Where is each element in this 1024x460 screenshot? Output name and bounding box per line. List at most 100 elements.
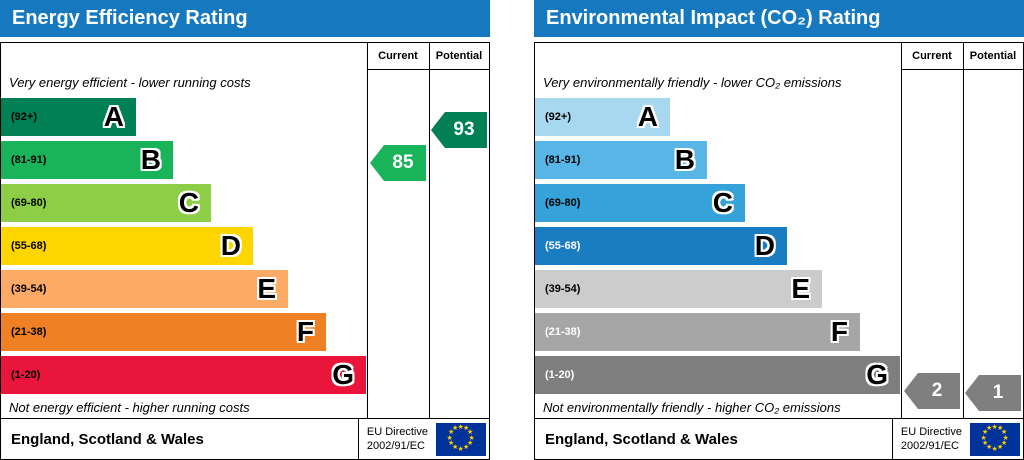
band-bar-b: (81-91) B bbox=[1, 140, 173, 179]
potential-rating-value: 1 bbox=[992, 382, 1004, 403]
environmental-impact-chart: Environmental Impact (CO₂) Rating Curren… bbox=[534, 0, 1024, 460]
band-range-label: (55-68) bbox=[545, 239, 581, 252]
eu-directive-label: EU Directive 2002/91/EC bbox=[891, 419, 970, 459]
column-divider bbox=[367, 43, 368, 418]
chart-title-bar: Energy Efficiency Rating bbox=[0, 0, 490, 37]
band-range-label: (39-54) bbox=[11, 282, 47, 295]
column-header-divider bbox=[901, 69, 1023, 70]
bottom-caption: Not environmentally friendly - higher CO… bbox=[543, 399, 841, 415]
band-bar-g: (1-20) G bbox=[535, 355, 900, 394]
eu-flag-star: ★ bbox=[981, 440, 989, 447]
band-range-label: (69-80) bbox=[11, 196, 47, 209]
column-divider bbox=[963, 43, 964, 418]
eu-flag-star: ★ bbox=[986, 424, 993, 432]
potential-column-header: Potential bbox=[435, 50, 483, 62]
band-bar-c: (69-80) C bbox=[1, 183, 211, 222]
potential-column-header: Potential bbox=[969, 50, 1017, 62]
eu-flag-star: ★ bbox=[467, 429, 474, 436]
chart-footer: England, Scotland & Wales EU Directive 2… bbox=[535, 418, 1023, 459]
current-rating-arrow: 2 bbox=[904, 373, 960, 409]
band-row-b: (81-91) B bbox=[1, 138, 367, 181]
eu-flag-star: ★ bbox=[1002, 434, 1009, 442]
top-caption: Very energy efficient - lower running co… bbox=[9, 74, 251, 90]
band-letter: B bbox=[140, 143, 161, 175]
footer-region: England, Scotland & Wales bbox=[545, 430, 738, 448]
band-row-f: (21-38) F bbox=[1, 310, 367, 353]
eu-flag-star: ★ bbox=[991, 445, 998, 453]
eu-flag-star: ★ bbox=[463, 424, 470, 432]
band-bar-a: (92+) A bbox=[535, 97, 670, 136]
band-row-f: (21-38) F bbox=[535, 310, 901, 353]
eu-directive-line1: EU Directive bbox=[366, 425, 428, 438]
eu-flag-star: ★ bbox=[457, 445, 464, 453]
eu-flag-star: ★ bbox=[981, 429, 989, 436]
bottom-caption: Not energy efficient - higher running co… bbox=[9, 399, 250, 415]
band-bar-e: (39-54) E bbox=[1, 269, 288, 308]
band-bar-d: (55-68) D bbox=[535, 226, 787, 265]
eu-directive-line1: EU Directive bbox=[900, 425, 962, 438]
band-range-label: (1-20) bbox=[11, 368, 41, 381]
potential-rating-arrow: 1 bbox=[965, 375, 1021, 411]
rating-table: Current Potential Very energy efficient … bbox=[0, 42, 490, 460]
eu-flag-star: ★ bbox=[446, 434, 453, 442]
band-bar-c: (69-80) C bbox=[535, 183, 745, 222]
band-letter: F bbox=[296, 315, 314, 347]
chart-footer: England, Scotland & Wales EU Directive 2… bbox=[1, 418, 489, 459]
eu-directive-line2: 2002/91/EC bbox=[900, 440, 959, 452]
band-range-label: (81-91) bbox=[545, 153, 581, 166]
band-letter: F bbox=[830, 315, 848, 347]
band-range-label: (39-54) bbox=[545, 282, 581, 295]
band-range-label: (92+) bbox=[545, 110, 571, 123]
band-range-label: (81-91) bbox=[11, 153, 47, 166]
band-row-a: (92+) A bbox=[1, 95, 367, 138]
eu-flag-star: ★ bbox=[986, 444, 993, 452]
eu-flag-star: ★ bbox=[452, 424, 459, 432]
eu-flag-star: ★ bbox=[468, 434, 475, 442]
column-header-divider bbox=[367, 69, 489, 70]
band-row-e: (39-54) E bbox=[535, 267, 901, 310]
current-rating-value: 85 bbox=[392, 152, 414, 173]
band-bar-g: (1-20) G bbox=[1, 355, 366, 394]
rating-bands: (92+) A (81-91) B (69-80) C (55-68) D (39-54) E (2… bbox=[1, 95, 367, 396]
current-rating-value: 2 bbox=[931, 380, 943, 401]
band-letter: E bbox=[257, 272, 276, 304]
column-divider bbox=[429, 43, 430, 418]
eu-directive-label: EU Directive 2002/91/EC bbox=[357, 419, 436, 459]
eu-flag-star: ★ bbox=[1001, 440, 1008, 447]
rating-table: Current Potential Very environmentally f… bbox=[534, 42, 1024, 460]
band-bar-d: (55-68) D bbox=[1, 226, 253, 265]
band-range-label: (92+) bbox=[11, 110, 37, 123]
band-bar-a: (92+) A bbox=[1, 97, 136, 136]
band-letter: C bbox=[178, 186, 199, 218]
band-row-e: (39-54) E bbox=[1, 267, 367, 310]
band-letter: D bbox=[754, 229, 775, 261]
band-row-a: (92+) A bbox=[535, 95, 901, 138]
band-range-label: (21-38) bbox=[11, 325, 47, 338]
band-range-label: (21-38) bbox=[545, 325, 581, 338]
chart-title: Energy Efficiency Rating bbox=[12, 7, 248, 29]
potential-rating-value: 93 bbox=[453, 119, 475, 140]
band-bar-e: (39-54) E bbox=[535, 269, 822, 308]
band-letter: C bbox=[712, 186, 733, 218]
current-column-header: Current bbox=[912, 50, 952, 62]
band-row-d: (55-68) D bbox=[1, 224, 367, 267]
current-column-header: Current bbox=[378, 50, 418, 62]
band-letter: E bbox=[791, 272, 810, 304]
current-rating-arrow: 85 bbox=[370, 145, 426, 181]
eu-flag-star: ★ bbox=[467, 440, 474, 447]
band-row-g: (1-20) G bbox=[535, 353, 901, 396]
band-range-label: (69-80) bbox=[545, 196, 581, 209]
band-letter: A bbox=[637, 100, 658, 132]
band-row-b: (81-91) B bbox=[535, 138, 901, 181]
potential-rating-arrow: 93 bbox=[431, 112, 487, 148]
eu-flag-star: ★ bbox=[447, 440, 455, 447]
band-bar-f: (21-38) F bbox=[535, 312, 860, 351]
eu-flag-star: ★ bbox=[991, 423, 998, 431]
eu-flag-star: ★ bbox=[997, 424, 1004, 432]
eu-flag-star: ★ bbox=[452, 444, 459, 452]
band-letter: D bbox=[220, 229, 241, 261]
eu-flag-star: ★ bbox=[457, 423, 464, 431]
chart-title-bar: Environmental Impact (CO₂) Rating bbox=[534, 0, 1024, 37]
eu-flag-star: ★ bbox=[463, 444, 470, 452]
